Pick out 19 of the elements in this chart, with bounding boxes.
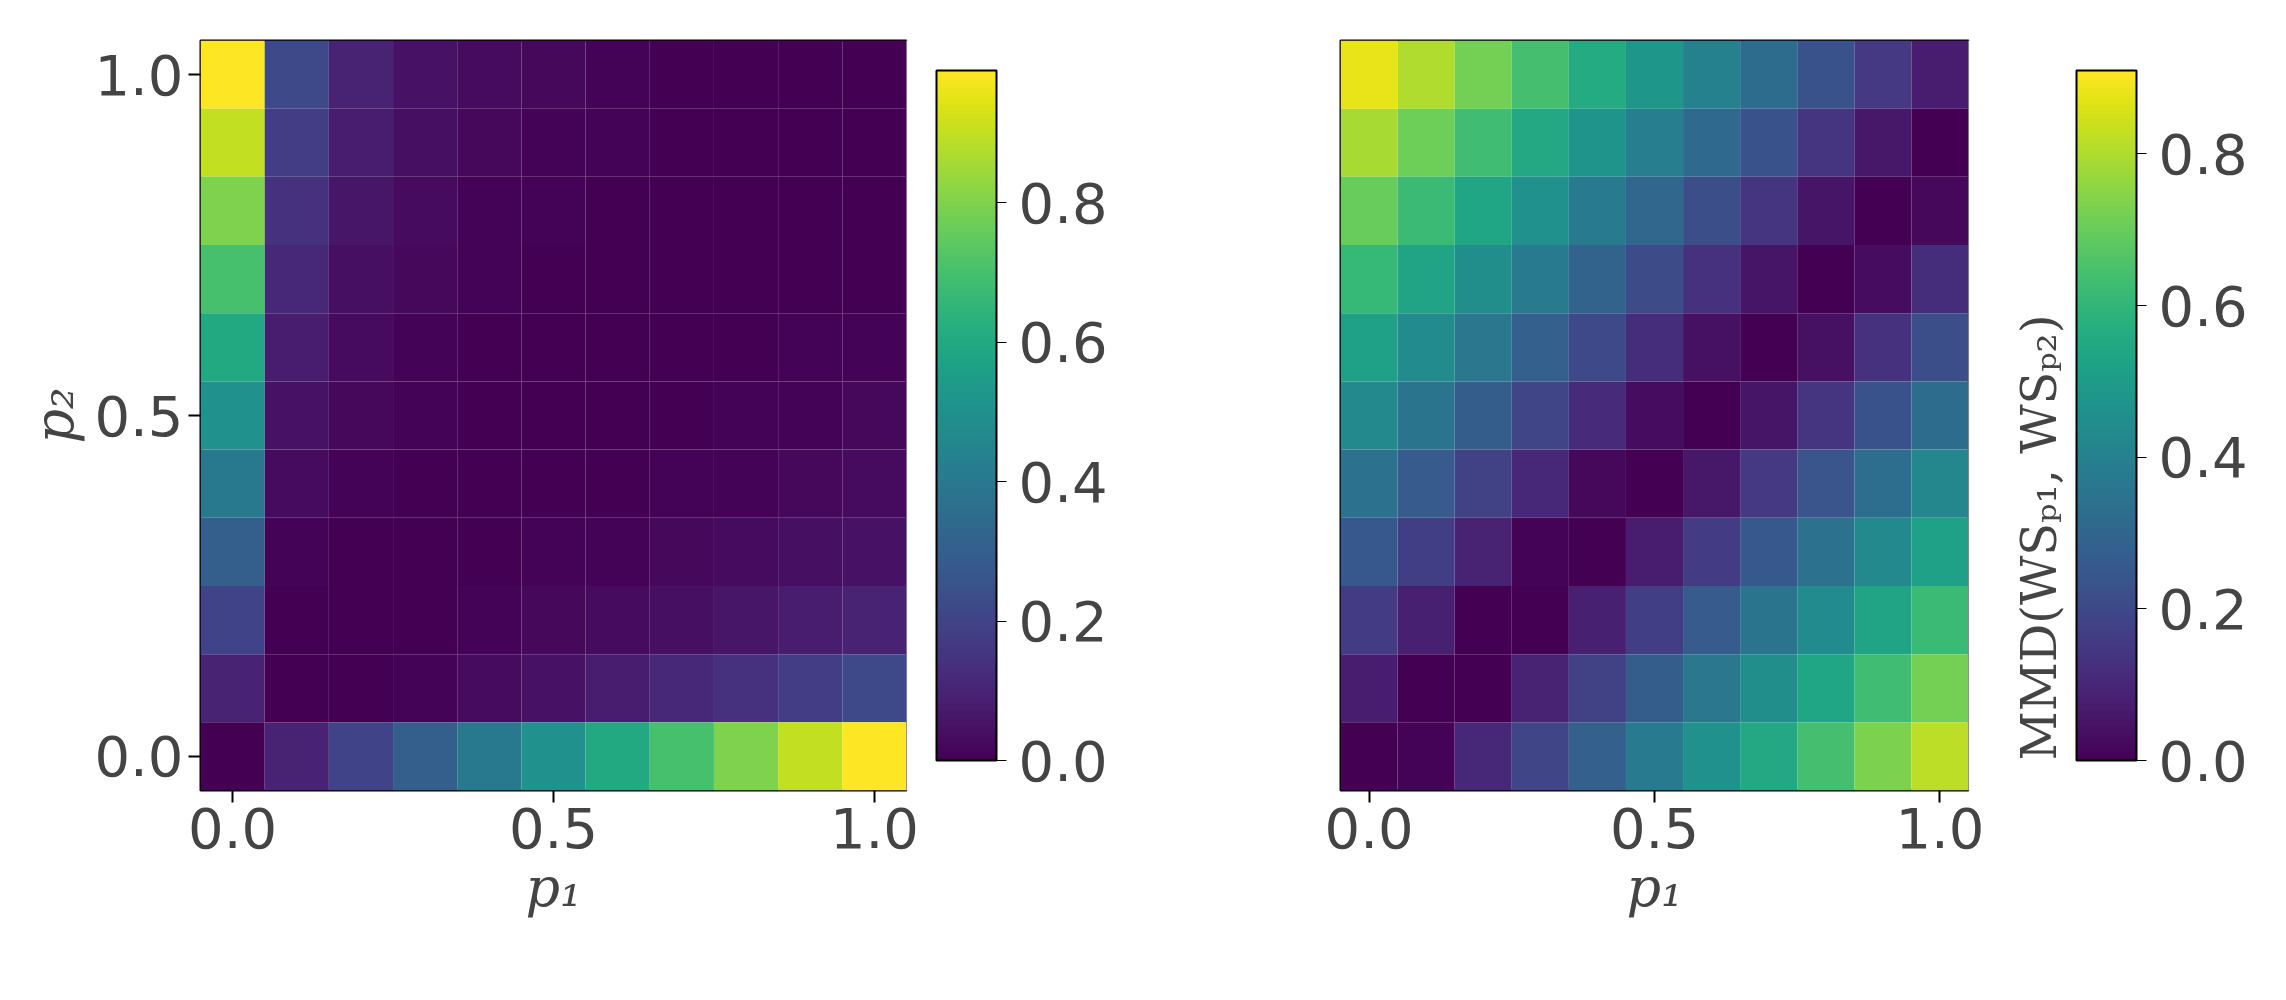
color-bar-label: 0.2 <box>2158 576 2248 642</box>
y-tick-label: 0.0 <box>94 724 184 790</box>
color-bar-label: 0.2 <box>1018 589 1108 655</box>
x-tick-label: 0.0 <box>1324 795 1414 861</box>
x-tick-label: 1.0 <box>829 795 919 861</box>
x-tick-label: 0.0 <box>188 795 278 861</box>
color-bar-label: 0.4 <box>1018 449 1108 515</box>
y-tick-label: 0.5 <box>94 383 184 449</box>
color-bar-title: MMD(WSₚ₁, WSₚ₂) <box>2010 314 2067 761</box>
color-bar-label: 0.6 <box>2158 273 2248 339</box>
color-bar-label: 0.0 <box>1018 728 1108 794</box>
y-tick-label: 1.0 <box>94 42 184 108</box>
color-bar-label: 0.8 <box>1018 170 1108 236</box>
y-axis-title: p₂ <box>23 387 87 444</box>
color-bar-label: 0.8 <box>2158 121 2248 187</box>
x-tick-label: 1.0 <box>1895 795 1985 861</box>
color-bar-label: 0.0 <box>2158 728 2248 794</box>
color-bar-label: 0.4 <box>2158 425 2248 491</box>
color-bar-label: 0.6 <box>1018 310 1108 376</box>
